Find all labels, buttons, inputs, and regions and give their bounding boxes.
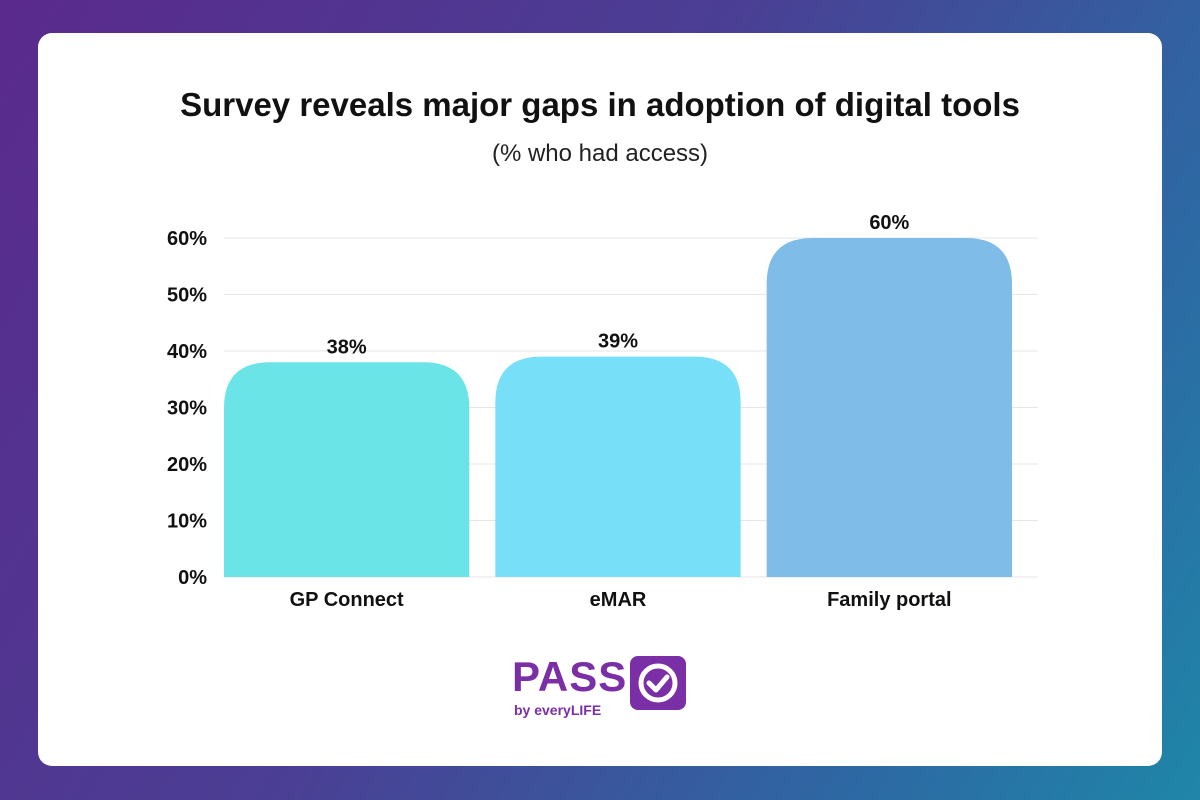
chart-title: Survey reveals major gaps in adoption of…	[180, 86, 1020, 123]
y-tick-label: 60%	[167, 228, 207, 250]
x-category-label: eMAR	[590, 589, 647, 611]
y-tick-label: 50%	[167, 285, 207, 307]
logo-tagline: by everyLIFE	[514, 702, 602, 718]
bar	[766, 238, 1012, 577]
check-badge-icon	[630, 656, 686, 710]
y-tick-label: 0%	[178, 567, 207, 589]
x-category-label: GP Connect	[290, 589, 404, 611]
bar	[224, 362, 470, 577]
y-tick-label: 20%	[167, 454, 207, 476]
chart-subtitle: (% who had access)	[491, 140, 709, 167]
data-label: 60%	[869, 212, 909, 234]
x-category-label: Family portal	[827, 589, 951, 611]
logo-wordmark: PASS	[512, 653, 628, 700]
y-tick-label: 40%	[167, 341, 207, 363]
data-label: 38%	[327, 336, 367, 358]
bar	[495, 356, 741, 577]
pass-logo: PASS by everyLIFE	[512, 653, 692, 718]
y-tick-label: 10%	[167, 511, 207, 533]
data-label: 39%	[598, 331, 638, 353]
y-tick-label: 30%	[167, 398, 207, 420]
